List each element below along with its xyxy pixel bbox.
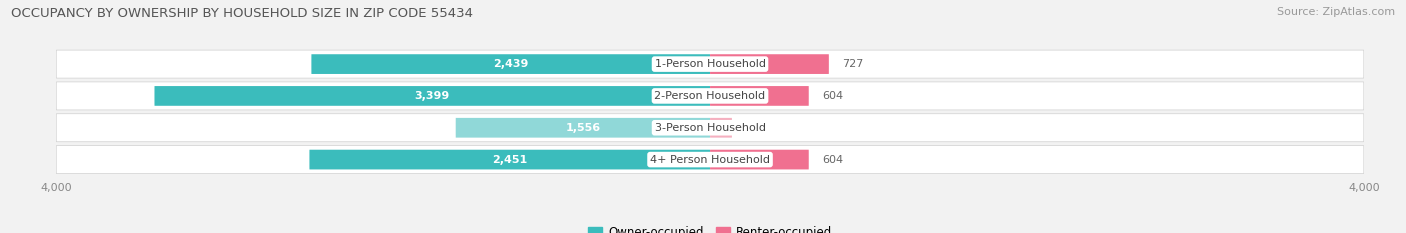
FancyBboxPatch shape [710,86,808,106]
Text: 4+ Person Household: 4+ Person Household [650,154,770,164]
FancyBboxPatch shape [456,118,710,138]
Text: 2-Person Household: 2-Person Household [654,91,766,101]
Text: OCCUPANCY BY OWNERSHIP BY HOUSEHOLD SIZE IN ZIP CODE 55434: OCCUPANCY BY OWNERSHIP BY HOUSEHOLD SIZE… [11,7,474,20]
FancyBboxPatch shape [710,54,830,74]
FancyBboxPatch shape [311,54,710,74]
Text: 2,451: 2,451 [492,154,527,164]
FancyBboxPatch shape [56,82,1364,110]
FancyBboxPatch shape [155,86,710,106]
FancyBboxPatch shape [710,118,733,138]
FancyBboxPatch shape [56,50,1364,78]
Text: 1-Person Household: 1-Person Household [655,59,765,69]
Text: Source: ZipAtlas.com: Source: ZipAtlas.com [1277,7,1395,17]
FancyBboxPatch shape [56,114,1364,142]
Text: 3-Person Household: 3-Person Household [655,123,765,133]
Text: 727: 727 [842,59,863,69]
Text: 2,439: 2,439 [494,59,529,69]
Text: 3,399: 3,399 [415,91,450,101]
FancyBboxPatch shape [309,150,710,169]
Text: 604: 604 [823,154,844,164]
Text: 134: 134 [745,123,766,133]
Legend: Owner-occupied, Renter-occupied: Owner-occupied, Renter-occupied [588,226,832,233]
Text: 1,556: 1,556 [565,123,600,133]
Text: 604: 604 [823,91,844,101]
FancyBboxPatch shape [710,150,808,169]
FancyBboxPatch shape [56,146,1364,174]
